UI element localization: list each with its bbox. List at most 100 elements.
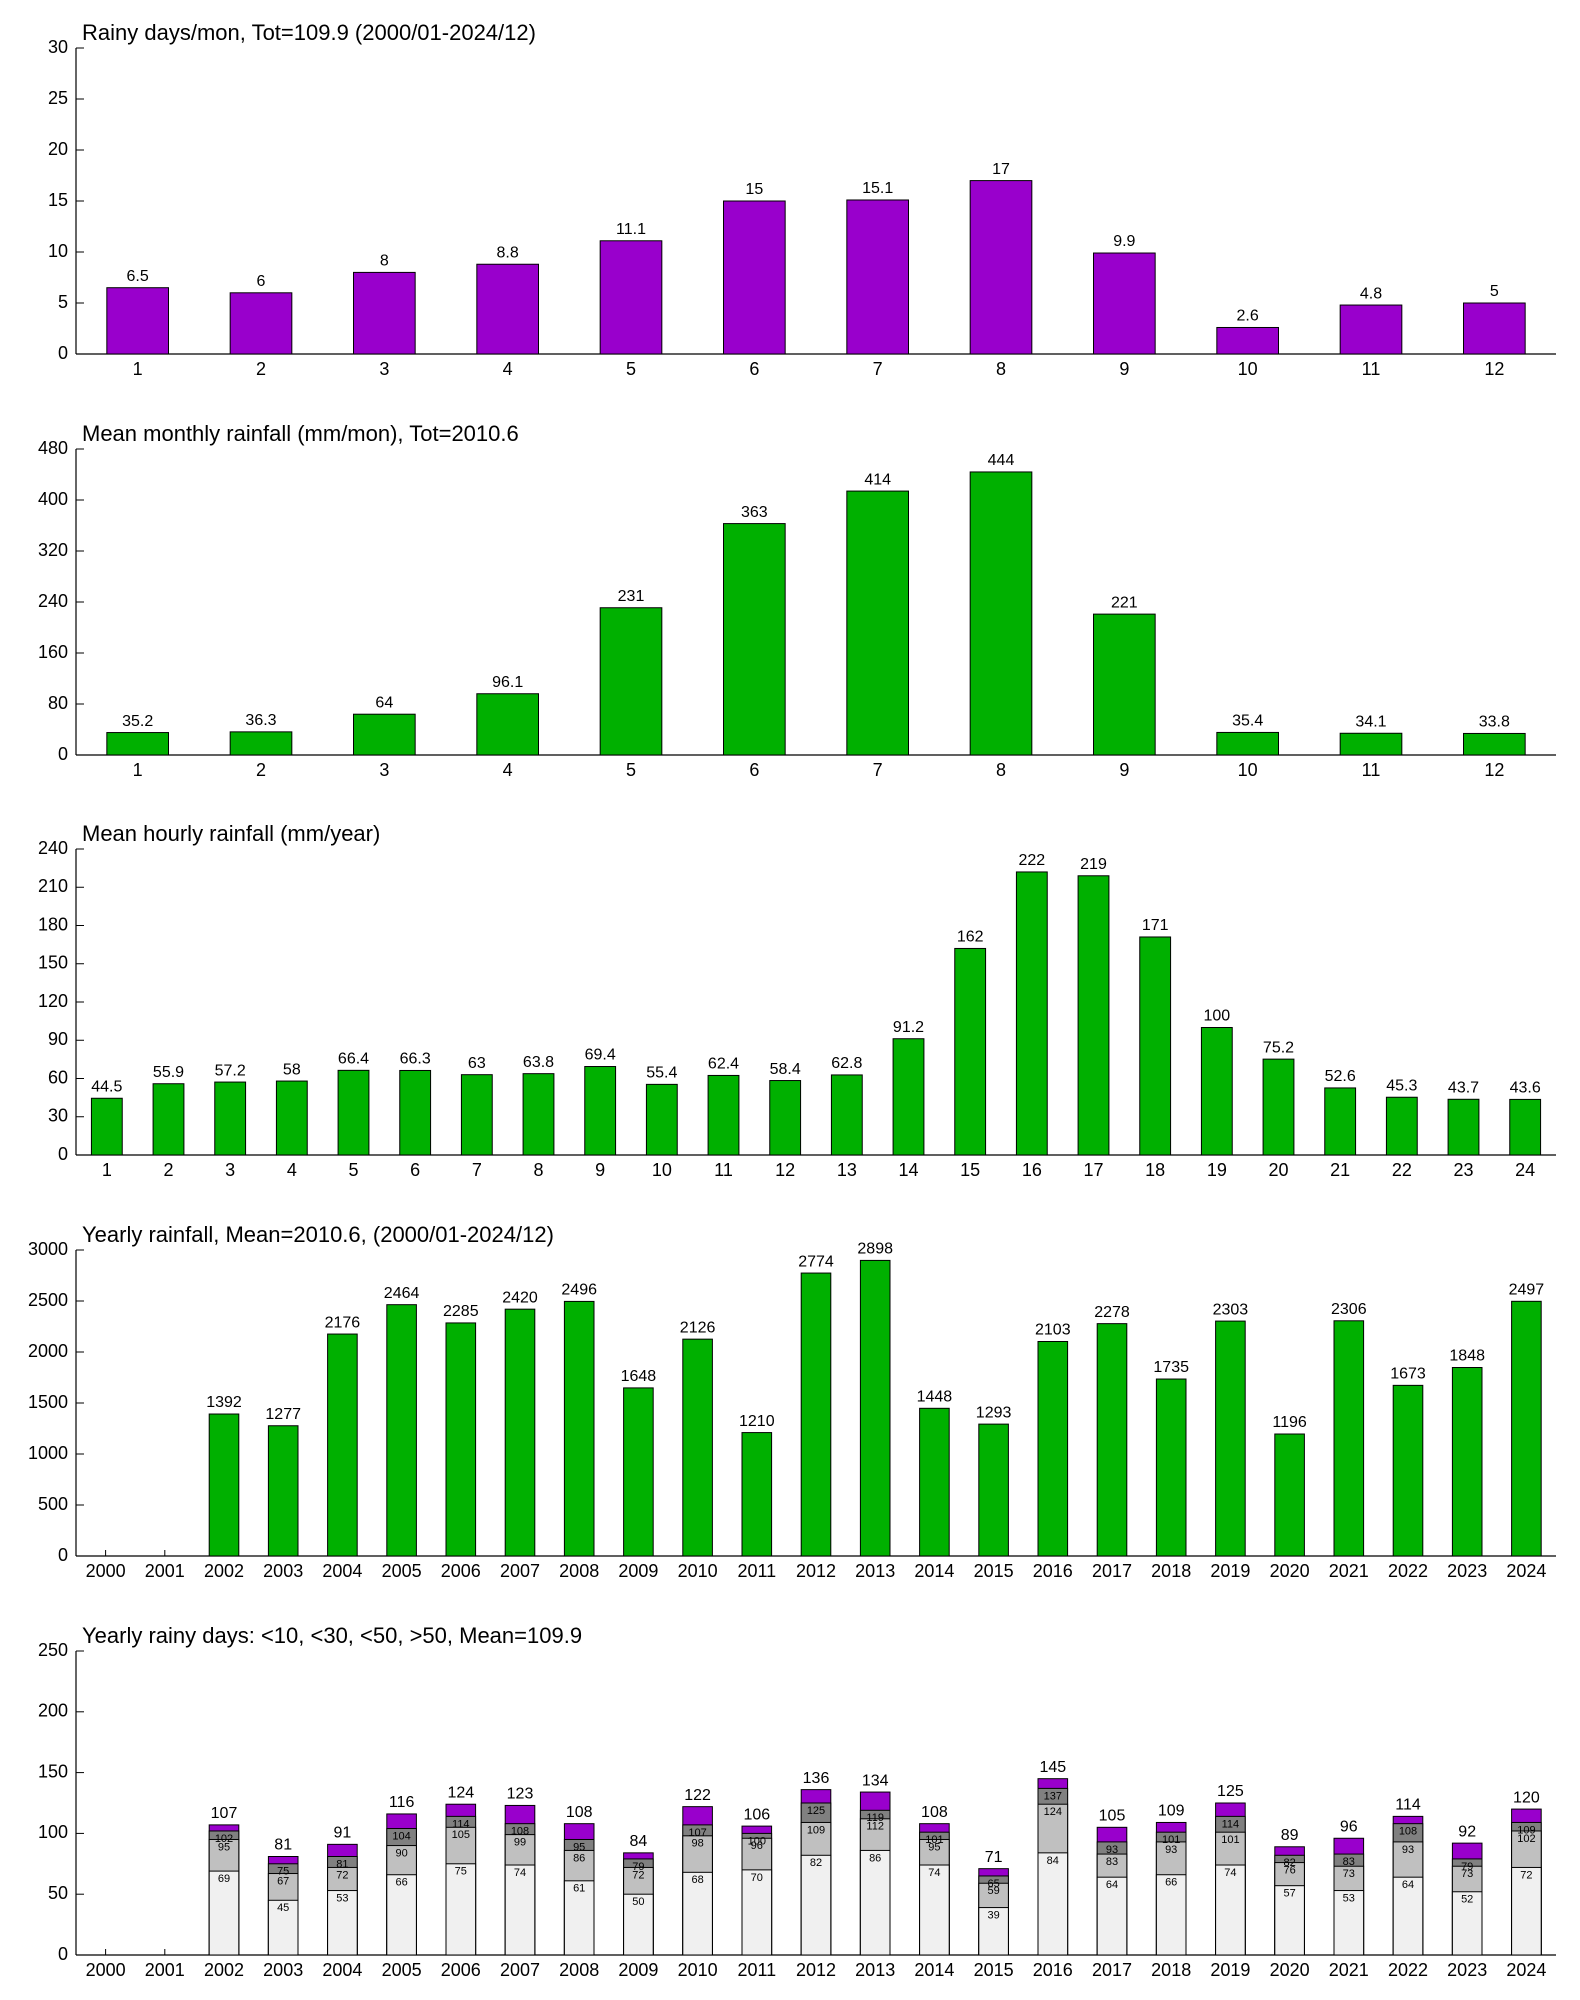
data-label: 44.5 bbox=[91, 1078, 122, 1095]
bar bbox=[599, 607, 663, 756]
bar bbox=[1333, 1890, 1365, 1956]
y-tick-label: 10 bbox=[48, 241, 68, 261]
data-label: 2176 bbox=[325, 1314, 361, 1331]
y-tick-label: 100 bbox=[38, 1822, 68, 1842]
chart-title: Mean monthly rainfall (mm/mon), Tot=2010… bbox=[82, 421, 519, 446]
data-label: 58.4 bbox=[770, 1061, 801, 1078]
data-label: 119 bbox=[866, 1812, 884, 1824]
data-label: 100 bbox=[748, 1835, 766, 1847]
x-tick-label: 2001 bbox=[145, 1960, 185, 1980]
bar bbox=[846, 199, 909, 355]
bar bbox=[476, 693, 540, 756]
data-label: 2420 bbox=[502, 1289, 538, 1306]
data-label: 86 bbox=[573, 1852, 585, 1864]
y-tick-label: 240 bbox=[38, 838, 68, 858]
data-label: 231 bbox=[618, 588, 645, 605]
data-label: 222 bbox=[1018, 852, 1045, 869]
data-label: 33.8 bbox=[1479, 714, 1510, 731]
data-label: 72 bbox=[1520, 1869, 1532, 1881]
bar bbox=[723, 200, 786, 355]
data-label: 101 bbox=[925, 1834, 943, 1846]
data-label: 73 bbox=[1461, 1868, 1473, 1880]
data-label: 120 bbox=[1513, 1789, 1540, 1806]
data-label: 98 bbox=[691, 1838, 703, 1850]
data-label: 125 bbox=[1217, 1783, 1244, 1800]
data-label: 15.1 bbox=[862, 180, 893, 197]
bar bbox=[327, 1333, 358, 1557]
bar bbox=[800, 1272, 832, 1557]
y-tick-label: 150 bbox=[38, 953, 68, 973]
x-tick-label: 15 bbox=[960, 1160, 980, 1180]
bar bbox=[623, 1387, 654, 1557]
x-tick-label: 10 bbox=[1238, 359, 1258, 379]
data-label: 69 bbox=[218, 1873, 230, 1885]
data-label: 72 bbox=[336, 1869, 348, 1881]
data-label: 66.4 bbox=[338, 1051, 369, 1068]
x-tick-label: 2012 bbox=[796, 1561, 836, 1581]
x-tick-label: 17 bbox=[1083, 1160, 1103, 1180]
data-label: 108 bbox=[1399, 1826, 1417, 1838]
data-label: 35.4 bbox=[1232, 713, 1263, 730]
y-tick-label: 25 bbox=[48, 88, 68, 108]
x-tick-label: 2015 bbox=[974, 1561, 1014, 1581]
bar bbox=[1200, 1027, 1233, 1156]
bar bbox=[445, 1863, 477, 1956]
data-label: 136 bbox=[803, 1770, 830, 1787]
chart-title: Yearly rainy days: <10, <30, <50, >50, M… bbox=[82, 1623, 582, 1648]
bar bbox=[1451, 1891, 1483, 1956]
x-tick-label: 2003 bbox=[263, 1561, 303, 1581]
chart-title: Yearly rainfall, Mean=2010.6, (2000/01-2… bbox=[82, 1222, 554, 1247]
data-label: 2496 bbox=[561, 1282, 597, 1299]
data-label: 65 bbox=[987, 1878, 999, 1890]
data-label: 79 bbox=[632, 1861, 644, 1873]
data-label: 96 bbox=[751, 1840, 763, 1852]
bar bbox=[106, 732, 170, 756]
bar bbox=[969, 471, 1033, 756]
x-tick-label: 1 bbox=[133, 760, 143, 780]
data-label: 92 bbox=[1458, 1823, 1476, 1840]
y-tick-label: 150 bbox=[38, 1761, 68, 1781]
data-label: 74 bbox=[1224, 1867, 1236, 1879]
bar bbox=[504, 1308, 536, 1557]
y-tick-label: 500 bbox=[38, 1494, 68, 1514]
data-label: 221 bbox=[1111, 594, 1138, 611]
x-tick-label: 2015 bbox=[974, 1960, 1014, 1980]
data-label: 2126 bbox=[680, 1319, 716, 1336]
data-label: 73 bbox=[1343, 1868, 1355, 1880]
data-label: 82 bbox=[1283, 1857, 1295, 1869]
y-tick-label: 210 bbox=[38, 876, 68, 896]
data-label: 1848 bbox=[1449, 1348, 1485, 1365]
chart-title: Rainy days/mon, Tot=109.9 (2000/01-2024/… bbox=[82, 20, 536, 45]
bar bbox=[445, 1322, 477, 1557]
x-tick-label: 2006 bbox=[441, 1561, 481, 1581]
x-tick-label: 2013 bbox=[855, 1960, 895, 1980]
data-label: 90 bbox=[395, 1847, 407, 1859]
x-tick-label: 2005 bbox=[382, 1561, 422, 1581]
x-tick-label: 9 bbox=[1119, 359, 1129, 379]
data-label: 99 bbox=[514, 1837, 526, 1849]
data-label: 124 bbox=[1044, 1806, 1062, 1818]
bar bbox=[769, 1080, 802, 1156]
x-tick-label: 2003 bbox=[263, 1960, 303, 1980]
x-tick-label: 2008 bbox=[559, 1960, 599, 1980]
bar bbox=[599, 240, 663, 355]
data-label: 1392 bbox=[206, 1394, 242, 1411]
x-tick-label: 2016 bbox=[1033, 1561, 1073, 1581]
bar bbox=[386, 1304, 417, 1557]
data-label: 162 bbox=[957, 929, 984, 946]
y-tick-label: 160 bbox=[38, 642, 68, 662]
x-tick-label: 5 bbox=[626, 760, 636, 780]
x-tick-label: 4 bbox=[503, 760, 513, 780]
y-tick-label: 0 bbox=[58, 744, 68, 764]
data-label: 75.2 bbox=[1263, 1039, 1294, 1056]
bar bbox=[1215, 1320, 1246, 1557]
data-label: 43.6 bbox=[1510, 1080, 1541, 1097]
bar bbox=[1155, 1378, 1187, 1557]
y-tick-label: 0 bbox=[58, 1944, 68, 1964]
bar bbox=[1139, 936, 1172, 1156]
bar bbox=[954, 947, 987, 1156]
data-label: 2278 bbox=[1094, 1304, 1130, 1321]
x-tick-label: 2012 bbox=[796, 1960, 836, 1980]
x-tick-label: 2001 bbox=[145, 1561, 185, 1581]
